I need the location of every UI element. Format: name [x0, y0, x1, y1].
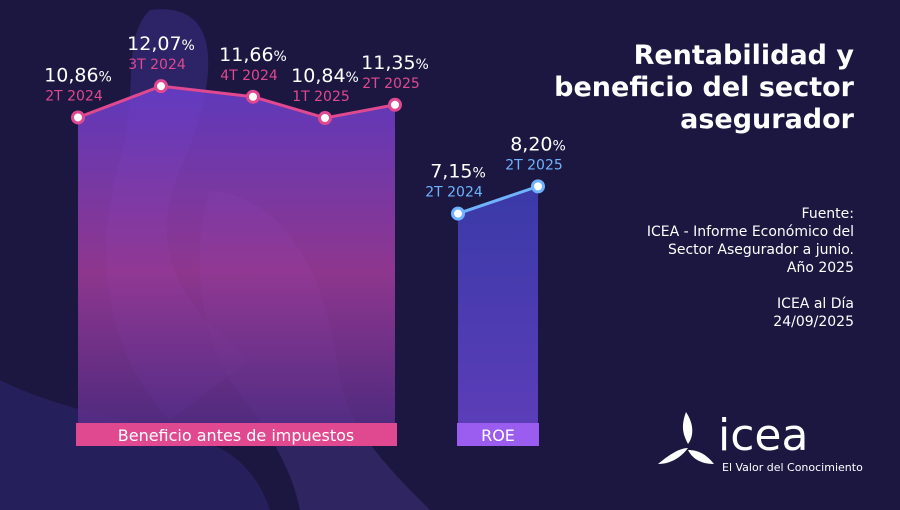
ben-category-label: 2T 2024 [45, 88, 103, 104]
ben-category-label: 4T 2024 [220, 68, 278, 84]
roe-series-line [457, 184, 539, 215]
roe-band-label: ROE [481, 426, 515, 445]
beneficio-area [78, 86, 395, 423]
publication-date: 24/09/2025 [773, 314, 854, 330]
ben-value-label: 11,35% [361, 52, 429, 74]
ben-point [154, 79, 168, 94]
title-line-2: beneficio del sector [554, 72, 854, 103]
ben-category-label: 1T 2025 [292, 89, 350, 105]
ben-value-label: 10,86% [44, 64, 112, 86]
ben-category-label: 2T 2025 [362, 76, 420, 92]
roe-point [451, 206, 465, 221]
page-title: Rentabilidad y beneficio del sector aseg… [534, 40, 854, 136]
roe-value-label: 7,15% [430, 161, 486, 183]
roe-value-label: 8,20% [510, 133, 566, 155]
source-line: Año 2025 [786, 260, 854, 276]
beneficio-chart: Beneficio antes de impuestos 10,86% 2T 20… [44, 33, 429, 446]
ben-point [388, 97, 402, 112]
roe-band [457, 423, 539, 446]
roe-chart: ROE 7,15% 2T 2024 8,20% 2T 2025 [425, 133, 566, 446]
ben-point [71, 110, 85, 125]
source-line: ICEA - Informe Económico del [646, 224, 854, 240]
roe-point [531, 179, 545, 194]
roe-category-label: 2T 2025 [505, 157, 563, 173]
roe-category-label: 2T 2024 [425, 185, 483, 201]
beneficio-band-label: Beneficio antes de impuestos [118, 426, 354, 445]
ben-value-label: 12,07% [127, 33, 195, 55]
ben-value-label: 11,66% [219, 44, 287, 66]
logo-wordmark: icea [718, 410, 809, 461]
ben-value-label: 10,84% [291, 65, 359, 87]
ben-category-label: 3T 2024 [128, 57, 186, 73]
publication-name: ICEA al Día [777, 296, 854, 312]
source-line: Fuente: [801, 206, 854, 222]
title-line-1: Rentabilidad y [633, 40, 854, 71]
source-note: Fuente: ICEA - Informe Económico del Sec… [534, 205, 854, 331]
ben-point [246, 89, 260, 104]
logo-tagline: El Valor del Conocimiento [722, 461, 863, 474]
beneficio-band [76, 423, 397, 446]
roe-area [458, 186, 538, 423]
source-line: Sector Asegurador a junio. [667, 242, 854, 258]
icea-tri-blade-logo-icon [658, 412, 714, 464]
ben-point [318, 111, 332, 125]
title-line-3: asegurador [680, 104, 854, 135]
